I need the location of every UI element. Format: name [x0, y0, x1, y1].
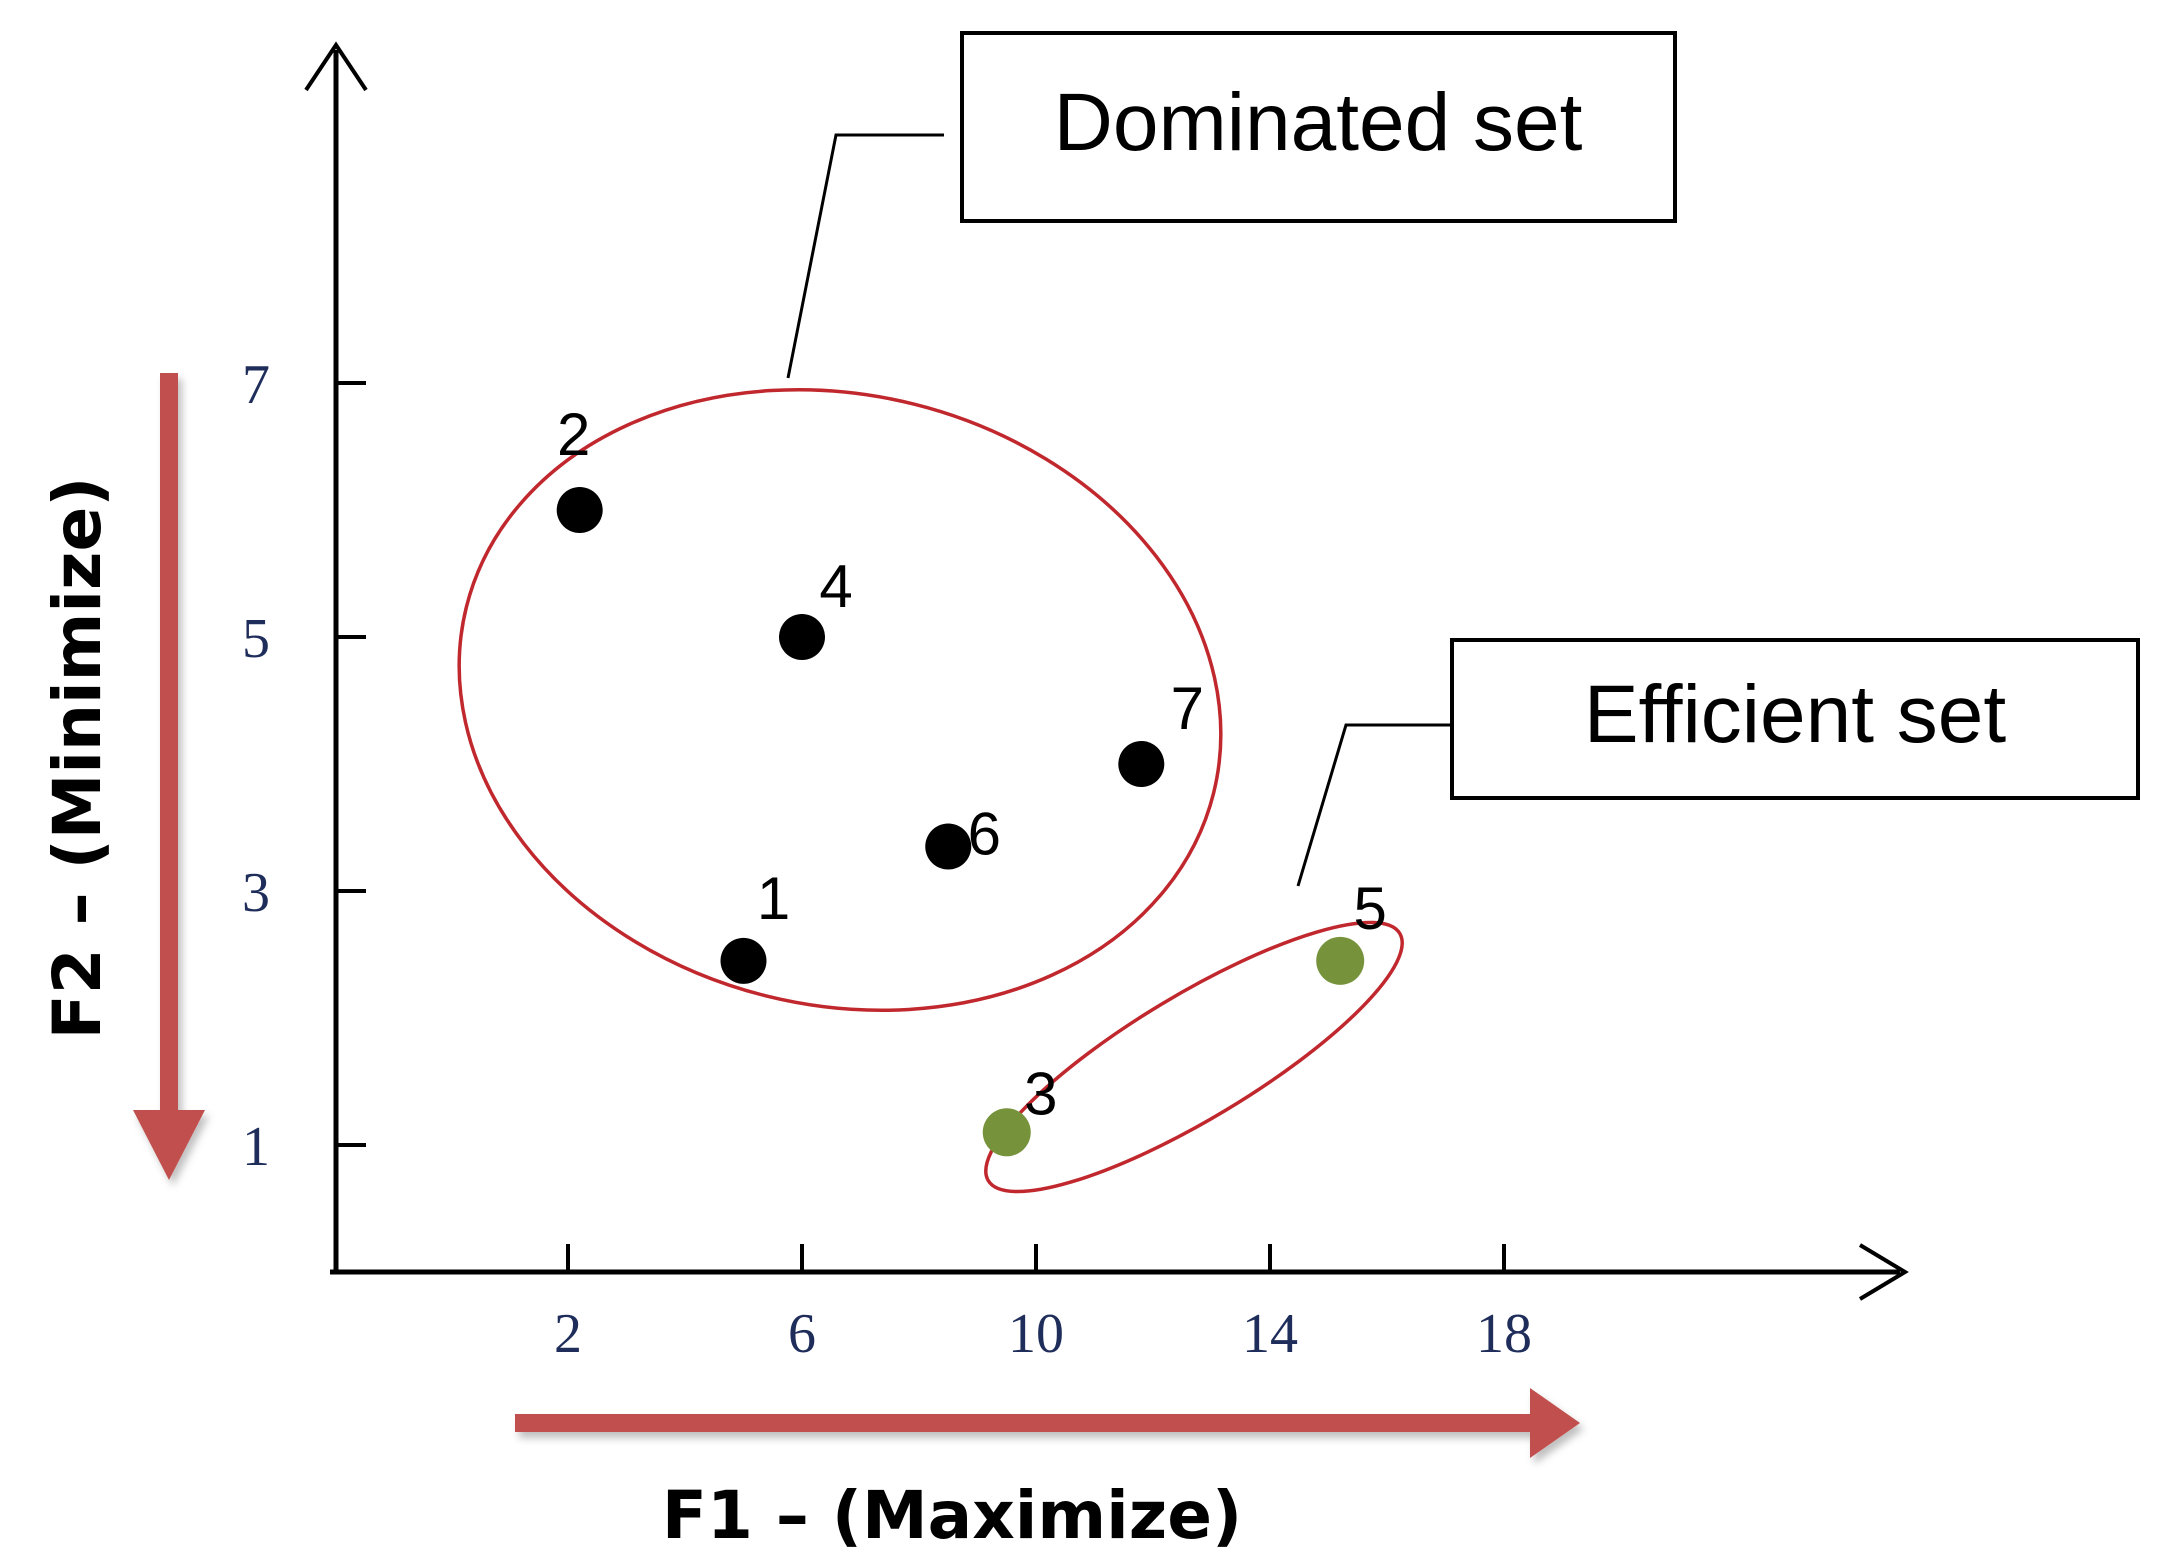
x-direction-arrow [515, 1388, 1580, 1458]
y-tick-label: 1 [242, 1116, 270, 1178]
efficient-set-ellipse [984, 920, 1404, 1194]
data-point-label: 1 [757, 865, 790, 932]
data-point-7 [1118, 741, 1165, 787]
data-point-label: 3 [1024, 1060, 1057, 1127]
data-point-1 [720, 937, 767, 984]
data-point-label: 6 [968, 801, 1001, 868]
data-point-6 [925, 823, 972, 870]
x-tick-label: 18 [1476, 1303, 1532, 1365]
y-axis-arrowhead [304, 41, 368, 92]
data-point-2 [556, 487, 603, 533]
y-direction-arrow [133, 373, 205, 1180]
dominated-set-label: Dominated set [1054, 77, 1583, 168]
y-tick-label: 7 [242, 354, 270, 416]
data-point-label: 2 [557, 401, 590, 468]
efficient-set-label: Efficient set [1584, 669, 2007, 760]
x-tick-label: 6 [788, 1303, 816, 1365]
data-point-4 [779, 614, 825, 660]
data-point-5 [1316, 936, 1365, 985]
efficient-set-leader-line [1296, 723, 1450, 887]
x-ticks: 2 6 10 14 18 [554, 1244, 1532, 1365]
dominated-set-ellipse [457, 387, 1223, 1013]
x-axis-arrowhead [1858, 1243, 1909, 1301]
y-axis-title: F2 – (Minimize) [39, 477, 116, 1040]
y-tick-label: 5 [242, 608, 270, 670]
data-point-3 [982, 1108, 1031, 1157]
data-point-label: 5 [1354, 875, 1387, 942]
x-tick-label: 2 [554, 1303, 582, 1365]
dominated-set-leader-line [786, 133, 944, 379]
efficient-set-box [1450, 638, 2140, 800]
x-axis-title: F1 – (Maximize) [662, 1477, 1242, 1554]
data-point-label: 7 [1171, 675, 1204, 742]
data-point-label: 4 [819, 553, 852, 620]
x-tick-label: 10 [1008, 1303, 1064, 1365]
y-ticks: 1 3 5 7 [242, 354, 366, 1178]
dominated-set-box [960, 31, 1677, 223]
x-tick-label: 14 [1242, 1303, 1298, 1365]
y-tick-label: 3 [242, 862, 270, 924]
data-points: 1 2 3 4 5 6 7 [556, 401, 1387, 1157]
